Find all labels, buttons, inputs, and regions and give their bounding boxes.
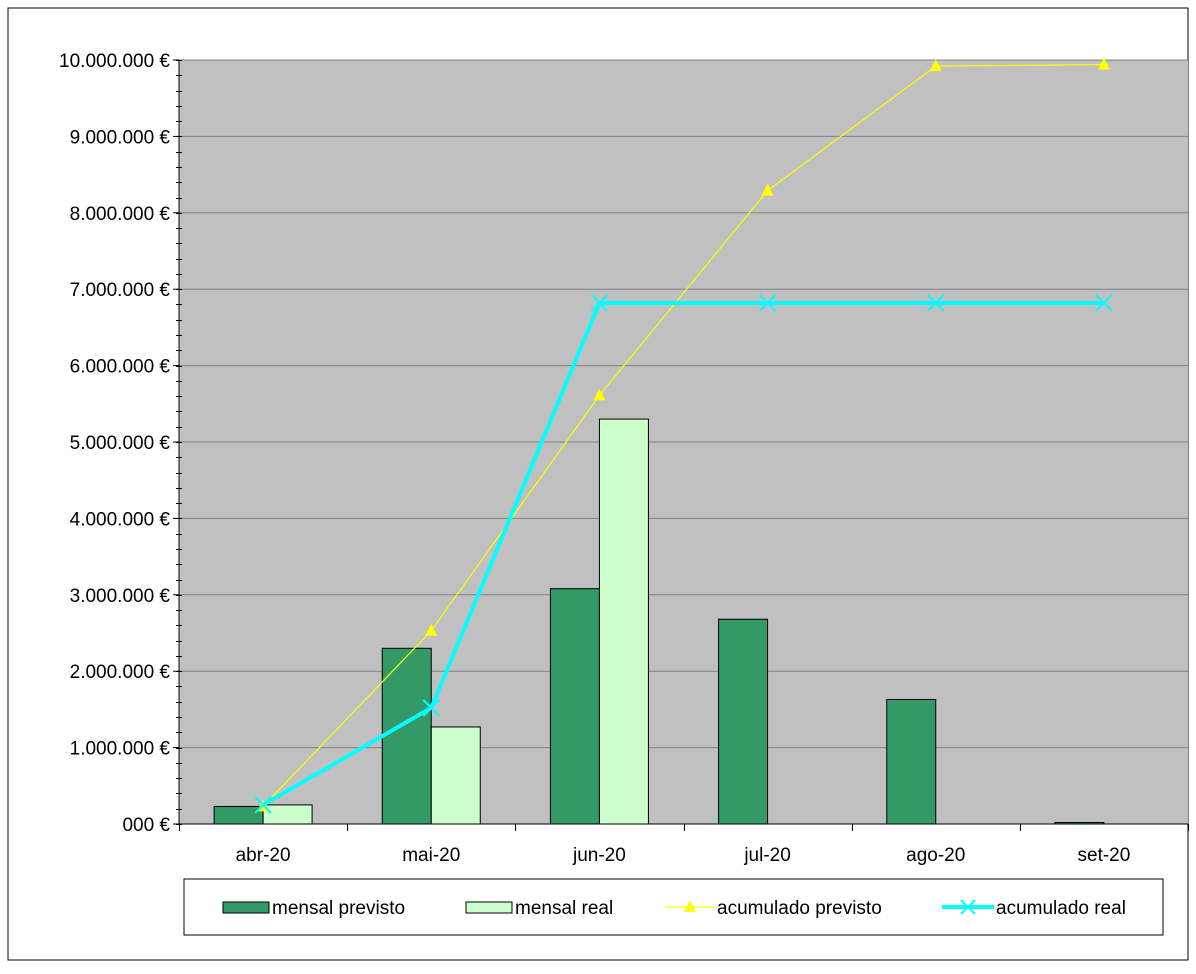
x-tick-label: ago-20 [906, 845, 965, 866]
marker-x [1095, 294, 1113, 312]
legend-swatch-mensal-previsto [222, 901, 270, 914]
marker-x [422, 699, 440, 717]
marker-triangle [593, 388, 606, 401]
bar-mensal-real [430, 726, 481, 825]
bar-mensal-previsto [549, 588, 600, 825]
y-tick-label: 2.000.000 € [70, 662, 171, 683]
y-tick-label: 6.000.000 € [70, 357, 171, 378]
y-tick-label: 1.000.000 € [70, 739, 171, 760]
legend-label: acumulado real [996, 898, 1126, 919]
legend-marker-x [960, 899, 976, 915]
marker-triangle [929, 59, 942, 72]
y-tick-label: 8.000.000 € [70, 204, 171, 225]
legend-label: mensal previsto [272, 898, 405, 919]
bar-mensal-previsto [886, 698, 937, 825]
y-tick-label: 3.000.000 € [70, 586, 171, 607]
y-tick-label: 5.000.000 € [70, 433, 171, 454]
y-tick-label: 7.000.000 € [70, 280, 171, 301]
x-tick-label: mai-20 [402, 845, 460, 866]
legend-label: mensal real [515, 898, 613, 919]
bar-mensal-real [262, 804, 313, 825]
marker-x [590, 294, 609, 312]
line-acumulado-previsto [262, 63, 1104, 807]
y-tick-label: 10.000.000 € [59, 51, 170, 72]
legend-marker-triangle [684, 900, 696, 912]
y-tick-label: 9.000.000 € [70, 127, 171, 148]
line-acumulado-real [262, 300, 1104, 807]
bar-mensal-previsto [213, 805, 264, 825]
marker-triangle [1097, 57, 1110, 70]
bar-mensal-previsto [718, 618, 769, 825]
marker-triangle [425, 623, 438, 636]
y-tick-label: 000 € [122, 815, 170, 836]
x-tick-label: jul-20 [743, 845, 790, 866]
x-tick-label: jun-20 [572, 845, 626, 866]
legend-swatch-mensal-real [465, 901, 513, 914]
bar-mensal-real [598, 418, 649, 825]
y-tick-label: 4.000.000 € [70, 509, 171, 530]
x-tick-label: set-20 [1078, 845, 1131, 866]
legend-label: acumulado previsto [717, 898, 882, 919]
bar-mensal-previsto [1054, 821, 1105, 825]
marker-triangle [761, 183, 774, 196]
marker-x [254, 796, 272, 814]
marker-x [927, 294, 945, 312]
marker-x [758, 294, 777, 312]
x-tick-label: abr-20 [236, 845, 291, 866]
